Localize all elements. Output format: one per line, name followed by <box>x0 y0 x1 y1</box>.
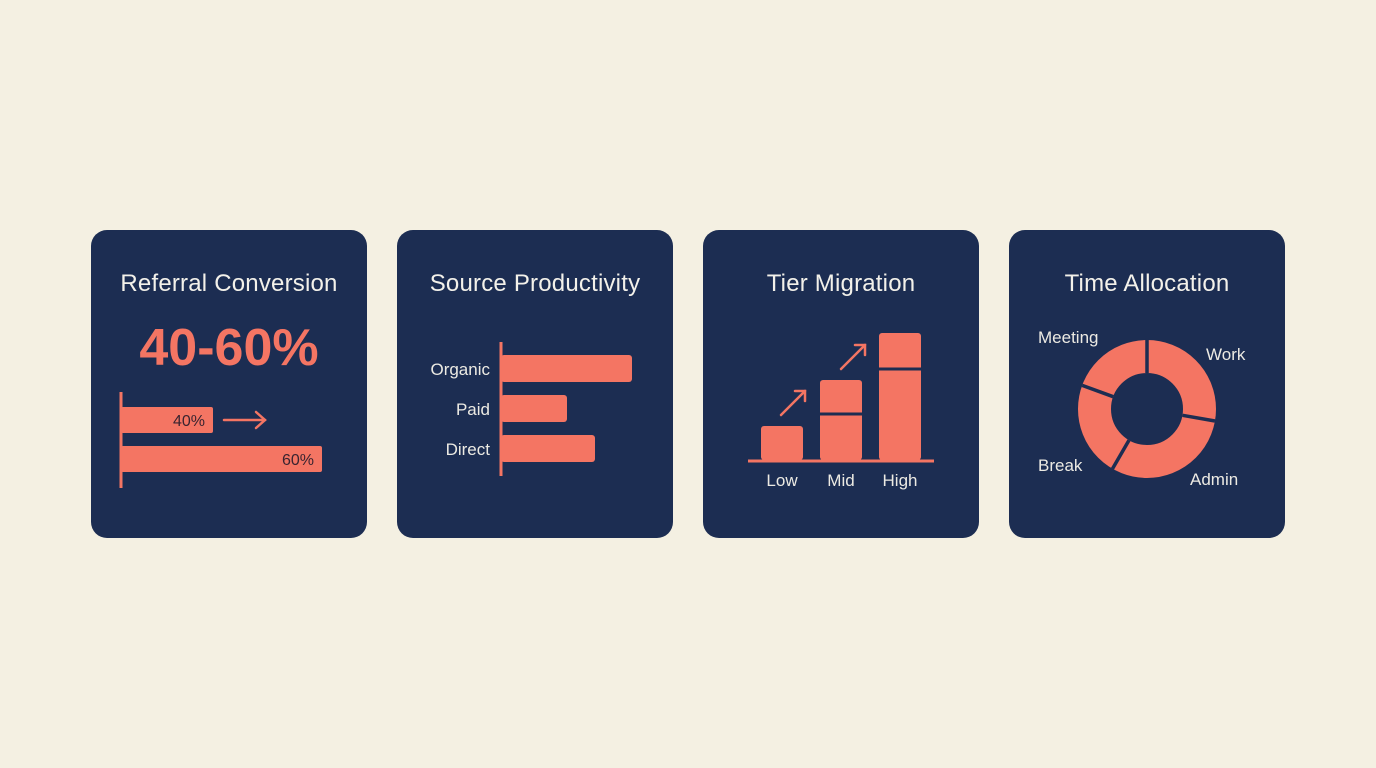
tier-bar-chart: Low Mid High <box>748 333 934 490</box>
arrow-right-icon <box>222 410 267 430</box>
card-referral-conversion: Referral Conversion 40-60% 40% 60% <box>91 230 367 538</box>
card-title: Tier Migration <box>766 270 916 297</box>
bar-high <box>879 333 921 460</box>
card-source-productivity: Source Productivity Organic Paid Direct <box>397 230 673 538</box>
axis-label-high: High <box>883 471 918 490</box>
segment-label-meeting: Meeting <box>1038 328 1098 347</box>
card-title: Source Productivity <box>429 270 641 297</box>
bar-mid <box>820 380 862 460</box>
axis-label-low: Low <box>766 471 798 490</box>
time-donut-chart: Meeting Work Break Admin <box>1038 328 1246 489</box>
axis-label-mid: Mid <box>827 471 854 490</box>
bar-paid <box>501 395 567 422</box>
bar-low <box>761 426 803 460</box>
card-title: Time Allocation <box>1064 270 1230 297</box>
card-tier-migration: Tier Migration Low Mid High <box>703 230 979 538</box>
segment-label-break: Break <box>1038 456 1083 475</box>
segment-label-admin: Admin <box>1190 470 1238 489</box>
card-title: Referral Conversion <box>120 270 338 297</box>
card-time-allocation: Time Allocation Meeting Work Break Admin <box>1009 230 1285 538</box>
bar-label-paid: Paid <box>456 400 490 419</box>
bar-40 <box>121 407 213 433</box>
bar-label-direct: Direct <box>446 440 491 459</box>
headline-value: 40-60% <box>139 319 319 377</box>
referral-bar-chart: 40% 60% <box>119 392 322 488</box>
arrow-up-right-icon <box>839 343 867 371</box>
bar-label-organic: Organic <box>430 360 490 379</box>
arrow-up-right-icon <box>779 389 807 417</box>
segment-label-work: Work <box>1206 345 1246 364</box>
bar-label: 60% <box>282 452 314 469</box>
bar-label: 40% <box>173 413 205 430</box>
bar-60 <box>121 446 322 472</box>
bar-direct <box>501 435 595 462</box>
bar-organic <box>501 355 632 382</box>
donut-dividers <box>1081 338 1216 470</box>
source-bar-chart: Organic Paid Direct <box>430 342 632 476</box>
